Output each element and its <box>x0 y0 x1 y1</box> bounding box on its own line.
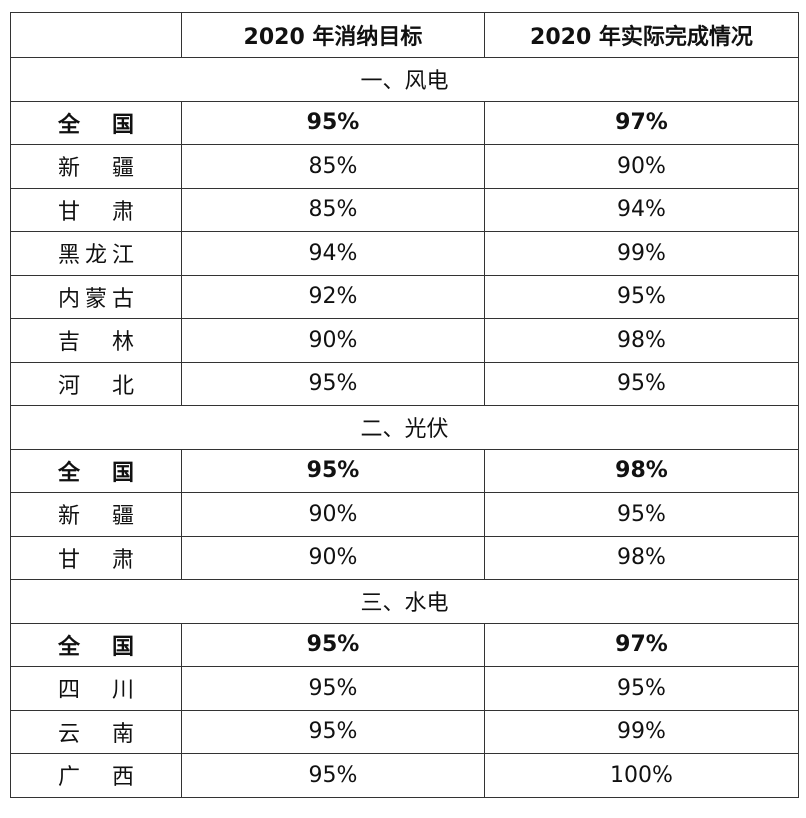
table-row: 新疆 85% 90% <box>10 144 799 189</box>
actual-cell: 99% <box>484 231 799 276</box>
target-cell: 95% <box>181 622 485 667</box>
table-row: 内蒙古 92% 95% <box>10 274 799 319</box>
section-title: 二、光伏 <box>10 405 799 450</box>
target-cell: 95% <box>181 448 485 493</box>
table-row: 全国 95% 97% <box>10 100 799 145</box>
target-cell: 92% <box>181 274 485 319</box>
actual-cell: 90% <box>484 144 799 189</box>
actual-cell: 95% <box>484 361 799 406</box>
table-row: 全国 95% 97% <box>10 622 799 667</box>
region-cell: 内蒙古 <box>10 274 182 319</box>
target-cell: 95% <box>181 753 485 798</box>
actual-cell: 95% <box>484 492 799 537</box>
region-name: 云南 <box>58 721 134 747</box>
target-cell: 90% <box>181 492 485 537</box>
region-name: 河北 <box>58 373 134 399</box>
actual-cell: 94% <box>484 187 799 232</box>
region-name: 全国 <box>58 460 134 486</box>
region-cell: 新疆 <box>10 144 182 189</box>
region-cell: 全国 <box>10 448 182 493</box>
region-cell: 甘肃 <box>10 187 182 232</box>
table-row: 黑龙江 94% 99% <box>10 231 799 276</box>
table-row: 全国 95% 98% <box>10 448 799 493</box>
actual-cell: 98% <box>484 535 799 580</box>
table-row: 甘肃 90% 98% <box>10 535 799 580</box>
table-row: 河北 95% 95% <box>10 361 799 406</box>
target-cell: 95% <box>181 709 485 754</box>
region-name: 吉林 <box>58 330 134 356</box>
region-name: 新疆 <box>58 504 134 530</box>
actual-cell: 97% <box>484 622 799 667</box>
target-cell: 94% <box>181 231 485 276</box>
actual-cell: 95% <box>484 274 799 319</box>
region-name: 新疆 <box>58 156 134 182</box>
actual-cell: 100% <box>484 753 799 798</box>
table-row: 云南 95% 99% <box>10 709 799 754</box>
region-cell: 四川 <box>10 666 182 711</box>
header-actual: 2020 年实际完成情况 <box>484 12 799 58</box>
table-row: 甘肃 85% 94% <box>10 187 799 232</box>
region-cell: 全国 <box>10 100 182 145</box>
target-cell: 95% <box>181 100 485 145</box>
region-cell: 全国 <box>10 622 182 667</box>
region-cell: 云南 <box>10 709 182 754</box>
target-cell: 85% <box>181 187 485 232</box>
target-cell: 90% <box>181 535 485 580</box>
region-cell: 河北 <box>10 361 182 406</box>
region-cell: 广西 <box>10 753 182 798</box>
actual-cell: 97% <box>484 100 799 145</box>
region-cell: 新疆 <box>10 492 182 537</box>
table-row: 广西 95% 100% <box>10 753 799 798</box>
actual-cell: 98% <box>484 318 799 363</box>
region-name: 全国 <box>58 634 134 660</box>
table-row: 新疆 90% 95% <box>10 492 799 537</box>
region-cell: 甘肃 <box>10 535 182 580</box>
header-target: 2020 年消纳目标 <box>181 12 485 58</box>
region-name: 内蒙古 <box>58 286 134 312</box>
region-name: 甘肃 <box>58 547 134 573</box>
actual-cell: 95% <box>484 666 799 711</box>
region-cell: 吉林 <box>10 318 182 363</box>
region-name: 黑龙江 <box>58 243 134 269</box>
section-row: 一、风电 <box>10 57 799 102</box>
section-row: 二、光伏 <box>10 405 799 450</box>
region-name: 广西 <box>58 765 134 791</box>
header-empty <box>10 12 182 58</box>
actual-cell: 98% <box>484 448 799 493</box>
actual-cell: 99% <box>484 709 799 754</box>
section-row: 三、水电 <box>10 579 799 624</box>
target-cell: 90% <box>181 318 485 363</box>
region-name: 甘肃 <box>58 199 134 225</box>
region-name: 全国 <box>58 112 134 138</box>
consumption-table: 2020 年消纳目标 2020 年实际完成情况 一、风电 全国 95% 97% 新疆 85… <box>10 12 799 798</box>
region-cell: 黑龙江 <box>10 231 182 276</box>
table-row: 吉林 90% 98% <box>10 318 799 363</box>
table-row: 四川 95% 95% <box>10 666 799 711</box>
header-row: 2020 年消纳目标 2020 年实际完成情况 <box>10 12 799 58</box>
section-title: 一、风电 <box>10 57 799 102</box>
region-name: 四川 <box>58 678 134 704</box>
target-cell: 95% <box>181 666 485 711</box>
target-cell: 95% <box>181 361 485 406</box>
target-cell: 85% <box>181 144 485 189</box>
section-title: 三、水电 <box>10 579 799 624</box>
